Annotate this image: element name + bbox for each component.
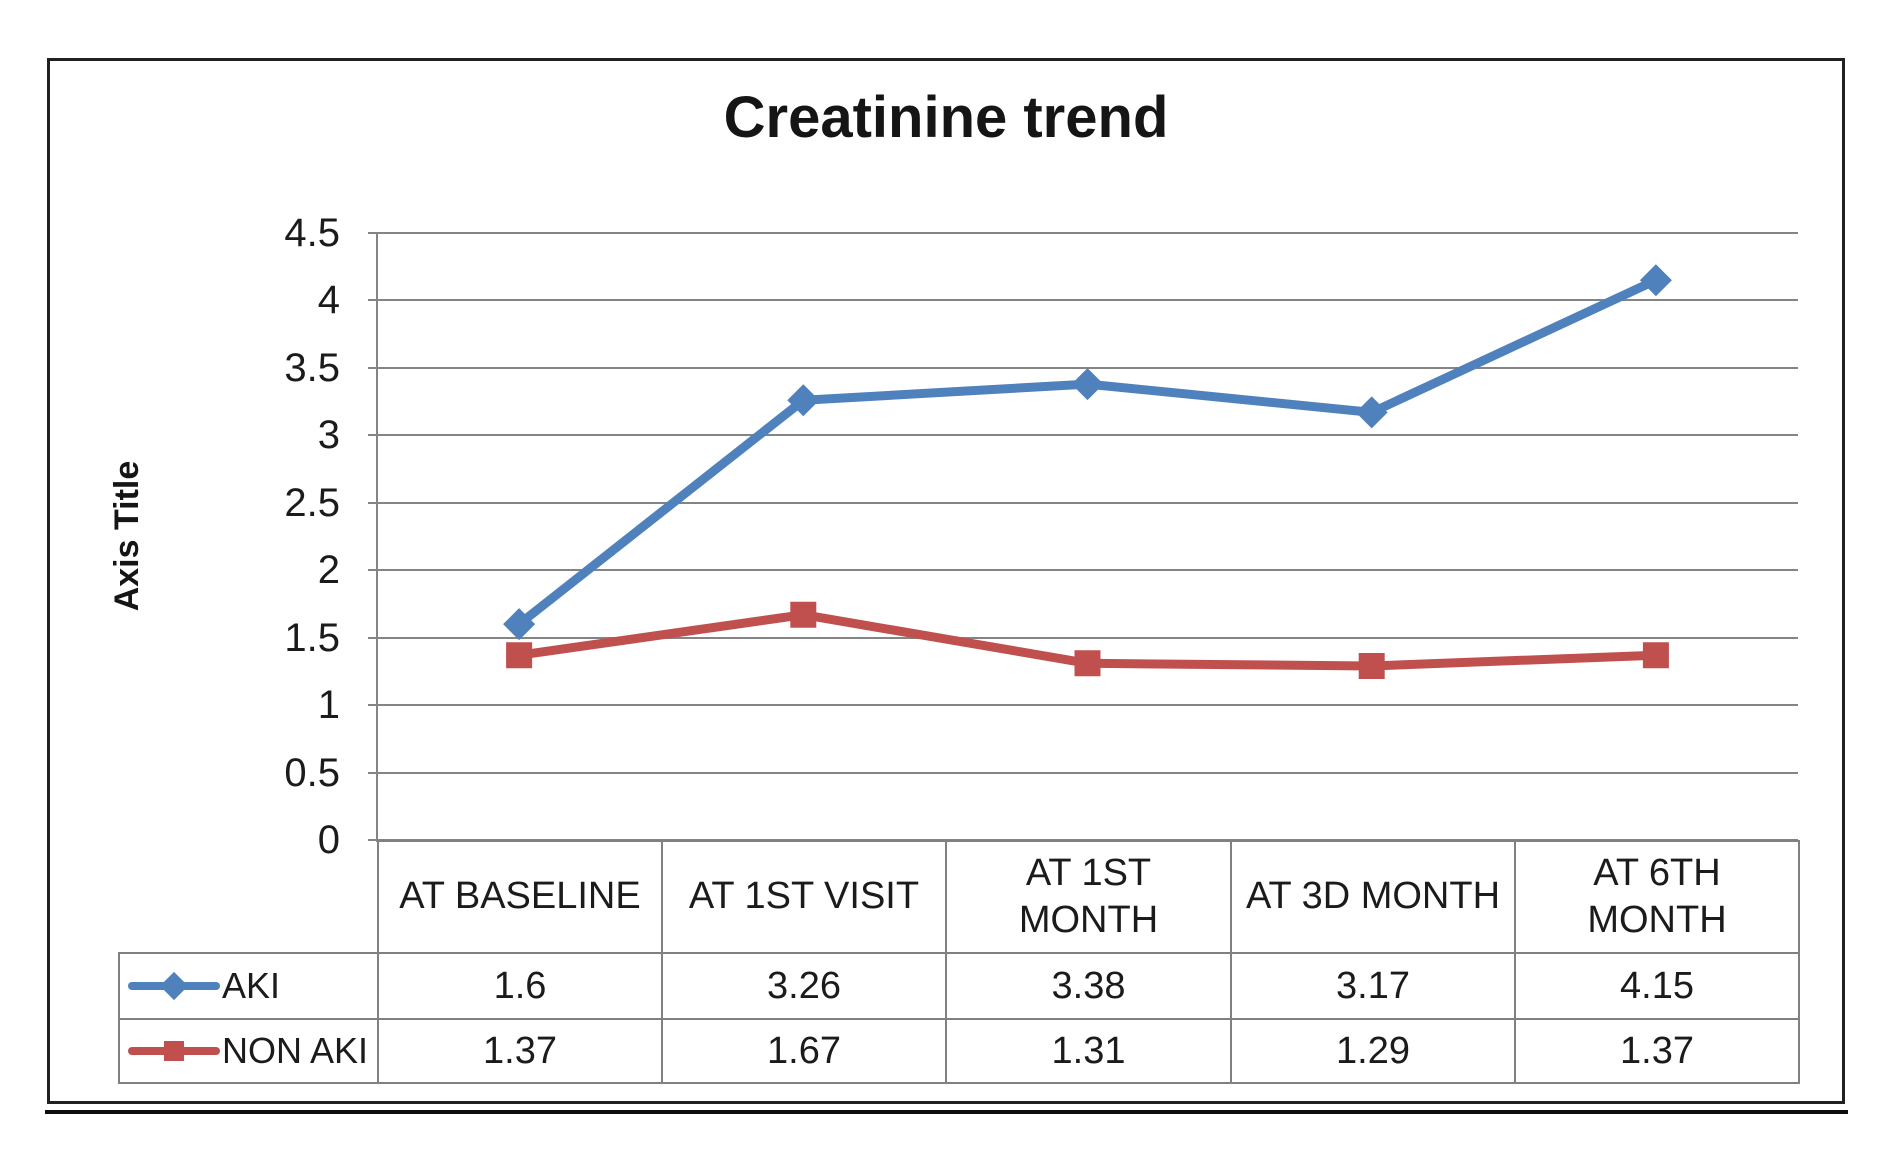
- y-axis-tick: [368, 637, 377, 639]
- y-tick-label: 1: [317, 683, 340, 727]
- square-marker-icon: [506, 642, 533, 669]
- y-axis-tick: [368, 704, 377, 706]
- y-axis-tick: [368, 367, 377, 369]
- diamond-marker-icon: [1071, 368, 1104, 401]
- y-tick-label: 2.5: [284, 481, 340, 525]
- legend-key-non-aki: [128, 1033, 220, 1069]
- square-marker-icon: [1074, 650, 1101, 677]
- diamond-marker-icon: [159, 971, 189, 1001]
- table-header-cell: AT 1ST MONTH: [945, 840, 1232, 954]
- y-axis-line: [376, 233, 378, 842]
- table-header-cell: AT 1ST VISIT: [661, 840, 947, 954]
- gridline: [377, 704, 1798, 706]
- table-value-cell: 1.31: [945, 1018, 1232, 1084]
- table-value-cell: 1.37: [377, 1018, 663, 1084]
- table-header-cell: AT 3D MONTH: [1230, 840, 1516, 954]
- legend-cell-non-aki: NON AKI: [118, 1018, 379, 1084]
- diamond-marker-icon: [787, 384, 820, 417]
- y-axis-tick: [368, 434, 377, 436]
- y-axis-tick: [368, 839, 377, 841]
- gridline: [377, 772, 1798, 774]
- table-value-cell: 1.29: [1230, 1018, 1516, 1084]
- diamond-marker-icon: [1355, 396, 1388, 429]
- y-tick-label: 4.5: [284, 211, 340, 255]
- y-tick-label: 0.5: [284, 751, 340, 795]
- gridline: [377, 434, 1798, 436]
- gridline: [377, 232, 1798, 234]
- gridline: [377, 367, 1798, 369]
- square-marker-icon: [790, 601, 817, 628]
- legend-label: NON AKI: [222, 1030, 369, 1071]
- y-tick-label: 3.5: [284, 346, 340, 390]
- gridline: [377, 637, 1798, 639]
- y-tick-label: 4: [317, 278, 340, 322]
- y-axis-tick: [368, 772, 377, 774]
- table-value-cell: 1.37: [1514, 1018, 1800, 1084]
- table-value-cell: 1.6: [377, 952, 663, 1020]
- gridline: [377, 569, 1798, 571]
- square-marker-icon: [1642, 642, 1669, 669]
- y-tick-label: 0: [317, 818, 340, 862]
- diamond-marker-icon: [503, 608, 536, 641]
- table-value-cell: 1.67: [661, 1018, 947, 1084]
- legend-label: AKI: [222, 965, 281, 1006]
- y-tick-label: 2: [317, 548, 340, 592]
- y-axis-tick: [368, 502, 377, 504]
- chart-title: Creatinine trend: [723, 85, 1169, 150]
- y-tick-label: 3: [317, 413, 340, 457]
- table-value-cell: 3.38: [945, 952, 1232, 1020]
- y-tick-label: 1.5: [284, 616, 340, 660]
- square-marker-icon: [164, 1041, 184, 1061]
- legend-key-aki: [128, 968, 220, 1004]
- bottom-rule: [45, 1110, 1848, 1114]
- table-value-cell: 3.17: [1230, 952, 1516, 1020]
- y-axis-tick: [368, 569, 377, 571]
- diamond-marker-icon: [1639, 264, 1672, 297]
- table-header-cell: AT BASELINE: [377, 840, 663, 954]
- table-header-cell: AT 6TH MONTH: [1514, 840, 1800, 954]
- gridline: [377, 299, 1798, 301]
- table-value-cell: 4.15: [1514, 952, 1800, 1020]
- square-marker-icon: [1358, 652, 1385, 679]
- y-axis-tick: [368, 299, 377, 301]
- gridline: [377, 502, 1798, 504]
- series-line-aki: [514, 275, 1661, 629]
- legend-cell-aki: AKI: [118, 952, 379, 1020]
- y-axis-tick: [368, 232, 377, 234]
- table-value-cell: 3.26: [661, 952, 947, 1020]
